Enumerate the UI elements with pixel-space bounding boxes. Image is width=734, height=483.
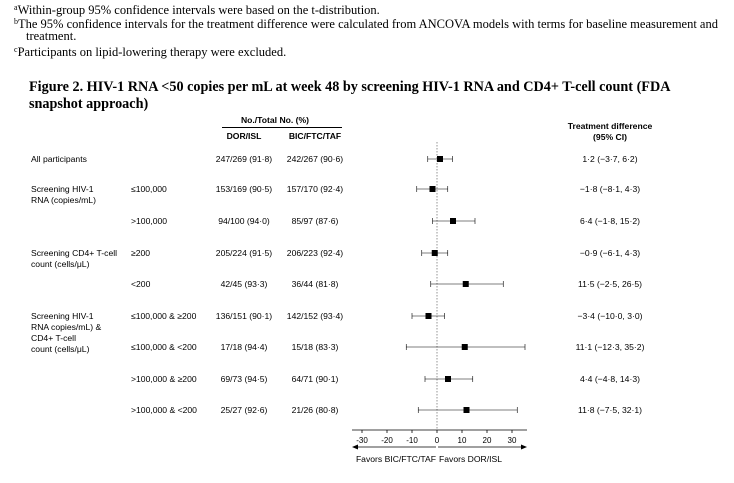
bic-ftc-taf-value: 64/71 (90·1) (291, 374, 339, 384)
point-estimate-marker (462, 281, 469, 287)
point-estimate-marker (445, 376, 451, 382)
dor-isl-value: 25/27 (92·6) (220, 405, 268, 415)
header-bic-ftc-taf: BIC/FTC/TAF (288, 131, 342, 141)
footnote-a: aWithin-group 95% confidence intervals w… (14, 1, 380, 17)
bic-ftc-taf-value: 85/97 (87·6) (291, 216, 339, 226)
header-treatment-difference: Treatment difference (567, 121, 653, 131)
x-tick-label: -30 (356, 436, 368, 445)
point-estimate-marker (461, 344, 468, 350)
dor-isl-value: 153/169 (90·5) (215, 184, 273, 194)
x-tick-label: 20 (483, 436, 492, 445)
subgroup-label: ≤100,000 & ≥200 (131, 311, 197, 321)
subgroup-label: >100,000 & ≥200 (131, 374, 197, 384)
subgroup-label: ≥200 (131, 248, 151, 258)
subgroup-label: ≤100,000 (131, 184, 167, 194)
dor-isl-value: 69/73 (94·5) (220, 374, 268, 384)
treatment-difference-value: 11·5 (−2·5, 26·5) (577, 279, 643, 289)
dor-isl-value: 42/45 (93·3) (220, 279, 268, 289)
x-tick-label: -20 (381, 436, 393, 445)
x-tick-label: 0 (435, 436, 440, 445)
favors-dor-label: Favors DOR/ISL (439, 454, 502, 464)
group-label-line: Screening CD4+ T-cell (31, 248, 118, 258)
treatment-difference-value: −0·9 (−6·1, 4·3) (579, 248, 641, 258)
footnote-mark: c (14, 45, 18, 54)
header-no-total: No./Total No. (%) (240, 115, 310, 125)
x-tick-label: -10 (406, 436, 418, 445)
group-label-combined: Screening HIV-1 RNA copies/mL) & CD4+ T-… (31, 311, 101, 355)
subgroup-label: >100,000 (131, 216, 168, 226)
point-estimate-marker (431, 250, 438, 256)
dor-isl-value: 205/224 (91·5) (215, 248, 273, 258)
footnote-b: bThe 95% confidence intervals for the tr… (14, 15, 718, 31)
group-label-line: Screening HIV-1 (31, 184, 94, 194)
dor-isl-value: 17/18 (94·4) (220, 342, 268, 352)
treatment-difference-value: 1·2 (−3·7, 6·2) (582, 154, 638, 164)
treatment-difference-value: −3·4 (−10·0, 3·0) (577, 311, 643, 321)
footnote-mark: a (14, 3, 18, 12)
bic-ftc-taf-value: 15/18 (83·3) (291, 342, 339, 352)
treatment-difference-value: −1·8 (−8·1, 4·3) (579, 184, 641, 194)
bic-ftc-taf-value: 157/170 (92·4) (286, 184, 344, 194)
treatment-difference-value: 11·1 (−12·3, 35·2) (575, 342, 645, 352)
dor-isl-value: 94/100 (94·0) (218, 216, 270, 226)
point-estimate-marker (450, 218, 456, 224)
subgroup-label: <200 (131, 279, 151, 289)
header-dor-isl: DOR/ISL (226, 131, 262, 141)
footnote-text: Participants on lipid-lowering therapy w… (17, 45, 287, 59)
point-estimate-marker (425, 313, 432, 319)
treatment-difference-value: 11·8 (−7·5, 32·1) (577, 405, 643, 415)
group-label-all: All participants (31, 154, 87, 164)
footnote-text: Within-group 95% confidence intervals we… (17, 3, 380, 17)
bic-ftc-taf-value: 142/152 (93·4) (286, 311, 344, 321)
header-underline (222, 127, 342, 128)
group-label-line: Screening HIV-1 (31, 311, 94, 321)
dor-isl-value: 136/151 (90·1) (215, 311, 273, 321)
group-label-line: RNA (copies/mL) (31, 195, 96, 205)
favors-bic-label: Favors BIC/FTC/TAF (356, 454, 436, 464)
bic-ftc-taf-value: 21/26 (80·8) (291, 405, 339, 415)
header-ci: (95% CI) (593, 132, 627, 142)
treatment-difference-value: 4·4 (−4·8, 14·3) (580, 374, 640, 384)
group-label-line: RNA copies/mL) & (31, 322, 102, 332)
favors-right-arrowhead (521, 444, 527, 450)
point-estimate-marker (437, 156, 443, 162)
group-label-line: count (cells/μL) (31, 259, 90, 269)
bic-ftc-taf-value: 36/44 (81·8) (291, 279, 339, 289)
treatment-difference-value: 6·4 (−1·8, 15·2) (580, 216, 640, 226)
footnote-mark: b (14, 17, 18, 26)
figure-title-line2: snapshot approach) (29, 96, 149, 112)
x-tick-label: 30 (508, 436, 517, 445)
point-estimate-marker (463, 407, 470, 413)
figure-title-line1: Figure 2. HIV-1 RNA <50 copies per mL at… (29, 79, 671, 95)
bic-ftc-taf-value: 206/223 (92·4) (286, 248, 344, 258)
bic-ftc-taf-value: 242/267 (90·6) (286, 154, 344, 164)
figure-title: Figure 2. HIV-1 RNA <50 copies per mL at… (29, 79, 709, 113)
subgroup-label: ≤100,000 & <200 (131, 342, 197, 352)
footnote-c: cParticipants on lipid-lowering therapy … (14, 43, 286, 59)
dor-isl-value: 247/269 (91·8) (215, 154, 273, 164)
group-label-cd4: Screening CD4+ T-cell count (cells/μL) (31, 248, 117, 270)
x-tick-label: 10 (458, 436, 467, 445)
footnote-b-continued: treatment. (26, 29, 77, 43)
subgroup-label: >100,000 & <200 (131, 405, 197, 415)
point-estimate-marker (429, 186, 436, 192)
favors-left-arrowhead (352, 444, 358, 450)
group-label-line: CD4+ T-cell (31, 333, 76, 343)
footnote-text: The 95% confidence intervals for the tre… (18, 17, 718, 31)
group-label-line: count (cells/μL) (31, 344, 90, 354)
group-label-rna: Screening HIV-1 RNA (copies/mL) (31, 184, 96, 206)
